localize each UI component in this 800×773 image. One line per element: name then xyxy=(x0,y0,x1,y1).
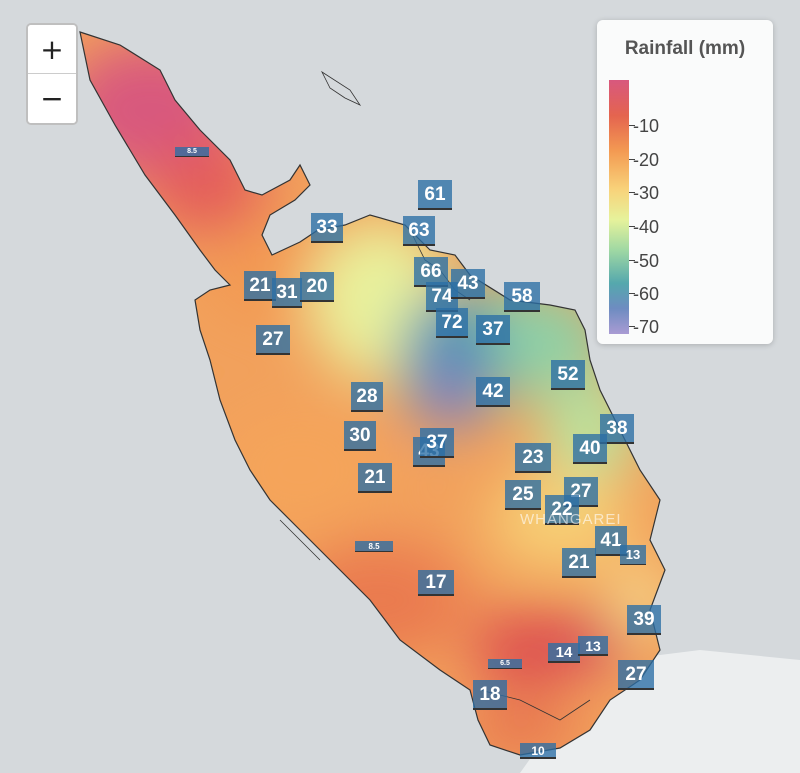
station-label[interactable]: 52 xyxy=(551,360,585,390)
station-label[interactable]: 6.5 xyxy=(488,659,522,669)
station-label[interactable]: 38 xyxy=(600,414,634,444)
station-label[interactable]: 21 xyxy=(562,548,596,578)
legend-color-bar xyxy=(609,80,629,334)
station-label[interactable]: 41 xyxy=(595,526,627,556)
station-label[interactable]: 61 xyxy=(418,180,452,210)
place-label-whangarei: WHANGAREI xyxy=(520,511,622,528)
legend-tick: -40 xyxy=(628,217,660,237)
station-label[interactable]: 10 xyxy=(520,743,556,759)
station-label[interactable]: 39 xyxy=(627,605,661,635)
station-label[interactable]: 21 xyxy=(358,463,392,493)
station-label[interactable]: 22 xyxy=(545,495,579,525)
station-label[interactable]: 63 xyxy=(403,216,435,246)
station-label[interactable]: 72 xyxy=(436,308,468,338)
station-label[interactable]: 21 xyxy=(244,271,276,301)
station-label[interactable]: 37 xyxy=(420,428,454,458)
station-label[interactable]: 8.5 xyxy=(355,541,393,552)
legend-tick: -50 xyxy=(628,251,660,271)
station-label[interactable]: 14 xyxy=(548,643,580,663)
station-label[interactable]: 43 xyxy=(451,269,485,299)
station-label[interactable]: 33 xyxy=(311,213,343,243)
station-label[interactable]: 13 xyxy=(578,636,608,656)
station-label[interactable]: 18 xyxy=(473,680,507,710)
station-label[interactable]: 58 xyxy=(504,282,540,312)
station-label[interactable]: 42 xyxy=(476,377,510,407)
zoom-control: + − xyxy=(26,23,78,125)
station-label[interactable]: 27 xyxy=(564,477,598,507)
legend-tick: -70 xyxy=(628,317,660,337)
station-label[interactable]: 20 xyxy=(300,272,334,302)
zoom-out-button[interactable]: − xyxy=(28,74,76,123)
station-label[interactable]: 31 xyxy=(272,278,302,308)
legend-title: Rainfall (mm) xyxy=(624,38,746,59)
station-label[interactable]: 8.5 xyxy=(175,147,209,157)
station-label[interactable]: 37 xyxy=(476,315,510,345)
legend-tick: -60 xyxy=(628,284,660,304)
zoom-in-button[interactable]: + xyxy=(28,25,76,74)
legend-panel: Rainfall (mm) -10 -20 -30 -40 -50 -60 -7… xyxy=(597,20,773,344)
legend-tick: -10 xyxy=(628,116,660,136)
legend-tick: -30 xyxy=(628,183,660,203)
station-label[interactable]: 17 xyxy=(418,570,454,596)
station-label[interactable]: 25 xyxy=(505,480,541,510)
legend-tick: -20 xyxy=(628,150,660,170)
station-label[interactable]: 30 xyxy=(344,421,376,451)
station-label[interactable]: 27 xyxy=(618,660,654,690)
station-label[interactable]: 13 xyxy=(620,545,646,565)
station-label[interactable]: 28 xyxy=(351,382,383,412)
station-label[interactable]: 23 xyxy=(515,443,551,473)
station-label[interactable]: 40 xyxy=(573,434,607,464)
station-label[interactable]: 27 xyxy=(256,325,290,355)
